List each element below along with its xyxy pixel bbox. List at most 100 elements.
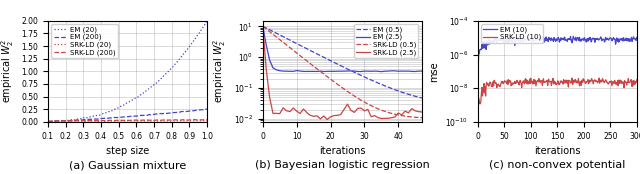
EM (2.5) [303,70,310,72]
SRK-LD (200) [46,120,54,122]
EM (0.5) [388,87,396,89]
SRK-LD (0.5) [337,86,344,88]
EM (0.5) [303,48,310,50]
EM (10) [600,38,607,40]
SRK-LD (20) [197,120,205,122]
SRK-LD (2.5) [283,110,291,112]
SRK-LD (0.5) [391,113,399,115]
EM (2.5) [320,70,328,73]
EM (2.5) [289,70,297,72]
SRK-LD (200) [76,120,84,122]
Line: SRK-LD (10): SRK-LD (10) [477,78,637,106]
SRK-LD (0.5) [326,78,334,80]
EM (2.5) [317,70,324,72]
EM (0.5) [384,86,392,88]
SRK-LD (2.5) [320,115,328,117]
SRK-LD (0.5) [333,83,341,85]
SRK-LD (0.5) [351,95,358,97]
SRK-LD (2.5) [378,117,385,120]
EM (0.5) [313,53,321,55]
EM (2.5) [340,70,348,72]
EM (2.5) [398,70,406,72]
SRK-LD (0.5) [415,116,422,118]
SRK-LD (2.5) [317,118,324,120]
SRK-LD (10) [622,81,630,83]
EM (0.5) [351,71,358,73]
SRK-LD (10) [538,80,546,82]
EM (2.5) [391,70,399,72]
SRK-LD (2.5) [360,110,368,112]
EM (10) [622,39,630,41]
SRK-LD (20) [141,120,148,122]
EM (200) [126,115,134,117]
SRK-LD (2.5) [296,112,304,114]
EM (2.5) [283,70,291,72]
EM (2.5) [330,70,338,72]
SRK-LD (0.5) [347,93,355,95]
EM (0.5) [320,56,328,58]
EM (2.5) [333,70,341,72]
SRK-LD (10) [633,78,640,81]
EM (0.5) [296,44,304,46]
EM (10) [538,38,546,40]
EM (2.5) [394,70,402,72]
EM (0.5) [259,25,267,27]
SRK-LD (20) [83,120,90,122]
EM (2.5) [367,70,375,72]
SRK-LD (2.5) [364,108,372,110]
EM (0.5) [357,74,365,76]
EM (200) [139,114,147,116]
SRK-LD (2.5) [367,116,375,118]
SRK-LD (200) [141,119,148,121]
SRK-LD (2.5) [273,112,280,114]
SRK-LD (2.5) [323,118,331,121]
SRK-LD (2.5) [404,112,412,114]
SRK-LD (0.5) [367,105,375,107]
Line: EM (2.5): EM (2.5) [263,26,422,72]
EM (0.5) [326,60,334,62]
SRK-LD (200) [191,118,198,121]
EM (2.5) [374,70,382,72]
SRK-LD (0.5) [279,41,287,43]
SRK-LD (0.5) [404,116,412,118]
SRK-LD (2.5) [300,108,307,110]
SRK-LD (0.5) [364,103,372,105]
SRK-LD (20) [192,120,200,122]
SRK-LD (2.5) [293,110,301,112]
SRK-LD (2.5) [347,109,355,111]
EM (2.5) [313,70,321,73]
Text: (b) Bayesian logistic regression: (b) Bayesian logistic regression [255,160,430,170]
SRK-LD (2.5) [391,116,399,118]
EM (0.5) [283,37,291,39]
SRK-LD (0.5) [398,114,406,117]
SRK-LD (0.5) [408,116,415,118]
SRK-LD (2.5) [394,112,402,114]
SRK-LD (20) [44,120,52,122]
EM (10) [543,38,551,40]
SRK-LD (0.5) [374,108,382,110]
EM (0.5) [378,83,385,85]
SRK-LD (2.5) [307,114,314,116]
SRK-LD (2.5) [259,25,267,27]
SRK-LD (2.5) [337,114,344,116]
SRK-LD (200) [44,120,52,122]
SRK-LD (2.5) [344,103,351,105]
SRK-LD (2.5) [381,117,388,120]
EM (0.5) [404,93,412,95]
SRK-LD (10) [609,83,616,85]
Line: SRK-LD (200): SRK-LD (200) [48,120,207,121]
EM (20) [191,38,198,41]
SRK-LD (0.5) [330,81,338,83]
SRK-LD (0.5) [259,25,267,27]
Line: EM (20): EM (20) [48,21,207,122]
EM (0.5) [418,97,426,99]
EM (0.5) [269,30,277,33]
EM (0.5) [289,41,297,43]
EM (2.5) [259,25,267,27]
EM (2.5) [293,70,301,72]
SRK-LD (2.5) [418,111,426,113]
Text: (a) Gaussian mixture: (a) Gaussian mixture [69,160,186,170]
SRK-LD (2.5) [262,68,270,70]
SRK-LD (2.5) [286,111,294,113]
SRK-LD (0.5) [303,60,310,62]
